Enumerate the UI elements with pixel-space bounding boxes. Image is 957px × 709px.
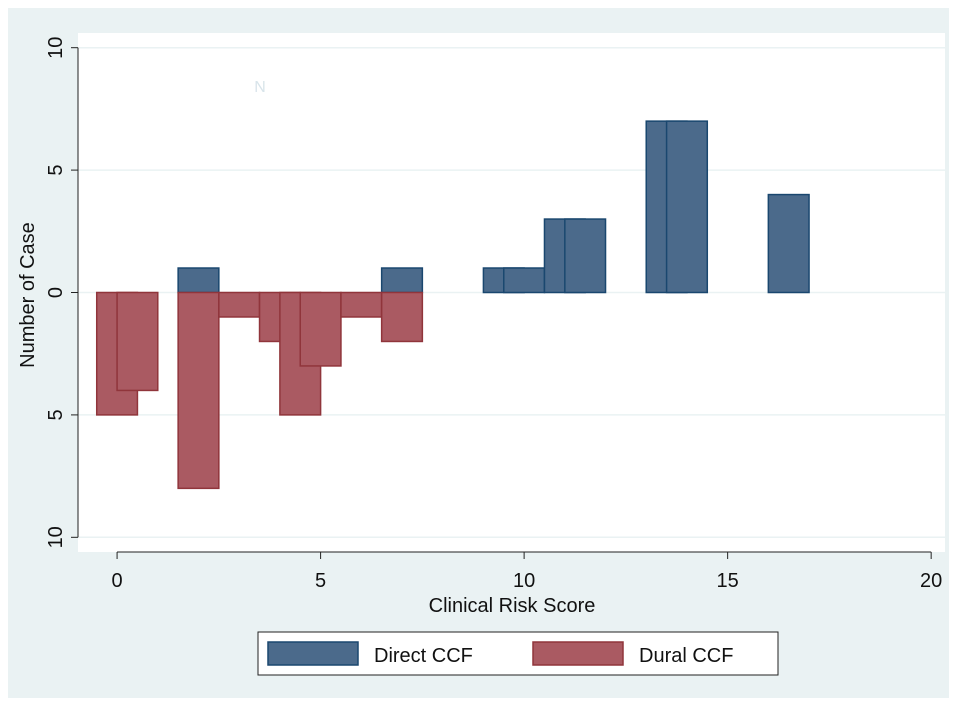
bar: [665, 120, 709, 294]
legend-label: Direct CCF: [374, 645, 473, 667]
bar: [767, 193, 810, 294]
bar: [380, 267, 424, 294]
x-axis-label: Clinical Risk Score: [429, 595, 596, 617]
bar: [177, 291, 220, 490]
y-tick-label: 5: [45, 165, 67, 176]
bar: [503, 267, 546, 294]
x-tick-label: 15: [717, 570, 739, 592]
y-axis-label: Number of Case: [17, 222, 39, 368]
y-tick-label: 10: [45, 526, 67, 548]
legend-swatch: [532, 641, 624, 666]
annotation: N: [254, 79, 266, 96]
y-tick-label: 0: [45, 287, 67, 298]
bar: [116, 291, 159, 392]
x-tick-label: 0: [112, 570, 123, 592]
axes: 10 5 0 5 10 0 5 10 15 20: [45, 37, 942, 592]
legend-label: Dural CCF: [639, 645, 733, 667]
legend: Direct CCF Dural CCF: [267, 641, 733, 667]
y-tick-label: 5: [45, 409, 67, 420]
bar: [177, 267, 220, 294]
bar: [564, 218, 607, 294]
bars: [95, 120, 810, 490]
x-tick-label: 10: [513, 570, 535, 592]
y-tick-label: 10: [45, 37, 67, 59]
bar: [340, 291, 383, 318]
bar: [299, 291, 342, 367]
bar: [218, 291, 261, 318]
bar: [380, 291, 424, 343]
legend-swatch: [267, 641, 359, 666]
x-tick-label: 20: [920, 570, 942, 592]
x-tick-label: 5: [315, 570, 326, 592]
